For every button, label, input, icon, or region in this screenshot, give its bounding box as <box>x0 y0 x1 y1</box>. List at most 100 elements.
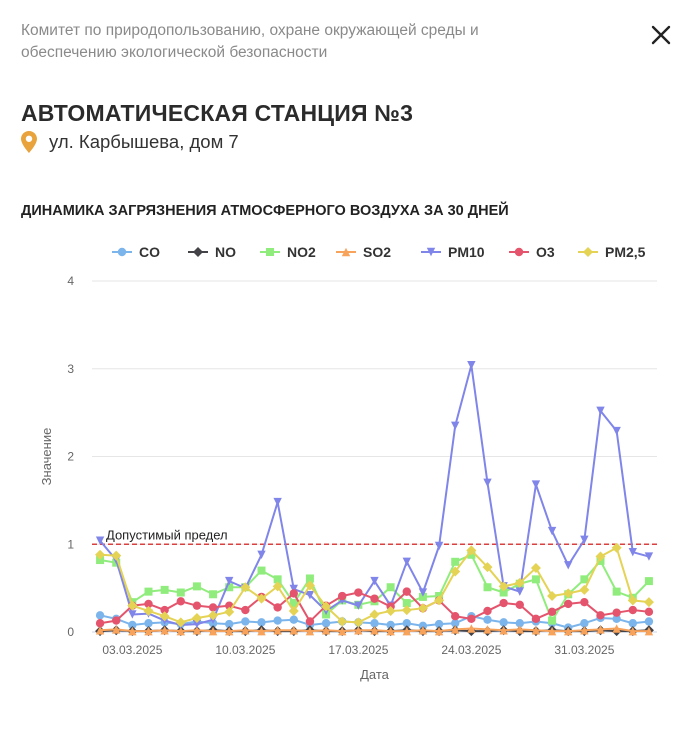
data-point-pm25 <box>143 605 154 616</box>
data-point-no2 <box>289 599 298 608</box>
data-point-pm25 <box>514 577 525 588</box>
data-point-pm10 <box>434 541 444 551</box>
legend-item-so2[interactable]: SO2 <box>336 244 391 260</box>
data-point-pm25 <box>401 605 412 616</box>
data-point-o3 <box>580 597 589 607</box>
data-point-so2 <box>128 626 137 636</box>
data-point-pm10 <box>483 478 492 488</box>
legend-item-o3[interactable]: O3 <box>509 244 555 260</box>
data-point-so2 <box>370 626 379 635</box>
data-point-no2 <box>96 556 105 565</box>
data-point-pm10 <box>596 406 605 416</box>
data-point-pm25 <box>595 551 606 562</box>
data-point-so2 <box>483 625 492 634</box>
data-point-so2 <box>386 626 395 636</box>
data-point-pm25 <box>337 616 348 627</box>
data-point-o3 <box>338 591 347 601</box>
data-point-pm25 <box>627 595 638 606</box>
data-point-so2 <box>257 626 266 636</box>
data-point-so2 <box>112 625 121 634</box>
x-axis-title: Дата <box>360 667 390 682</box>
data-point-so2 <box>467 624 476 633</box>
data-point-o3 <box>176 597 185 606</box>
data-point-co <box>257 618 266 627</box>
data-point-so2 <box>402 626 411 636</box>
data-point-pm10 <box>305 590 315 600</box>
legend-label: O3 <box>536 244 555 260</box>
data-point-no2 <box>273 575 282 584</box>
data-point-pm25 <box>224 606 235 617</box>
data-point-o3 <box>628 605 637 615</box>
data-point-co <box>644 617 654 626</box>
data-point-o3 <box>289 589 298 598</box>
data-point-pm25 <box>369 609 380 620</box>
data-point-o3 <box>305 617 315 626</box>
data-point-pm10 <box>547 526 557 536</box>
data-point-no2 <box>144 587 153 596</box>
data-point-pm25 <box>208 610 219 621</box>
data-point-co <box>321 619 331 628</box>
data-point-o3 <box>273 603 282 612</box>
data-point-pm25 <box>547 591 558 602</box>
data-point-pm25 <box>643 597 654 608</box>
data-point-co <box>370 619 379 628</box>
legend-item-co[interactable]: CO <box>112 244 160 260</box>
legend-marker <box>583 247 593 257</box>
data-point-pm25 <box>175 617 186 628</box>
data-point-pm10 <box>370 576 379 586</box>
legend-item-pm25[interactable]: PM2,5 <box>578 244 646 260</box>
data-point-co <box>241 617 250 626</box>
data-point-so2 <box>628 626 637 636</box>
data-point-no2 <box>386 583 395 592</box>
data-point-pm25 <box>321 601 332 612</box>
legend-item-pm10[interactable]: PM10 <box>421 244 485 260</box>
legend-item-no[interactable]: NO <box>188 244 236 260</box>
data-point-so2 <box>418 626 428 635</box>
data-point-pm25 <box>579 584 590 595</box>
data-point-o3 <box>354 588 363 597</box>
data-point-pm10 <box>354 601 363 610</box>
data-point-pm10 <box>628 547 637 557</box>
data-point-pm10 <box>225 576 234 586</box>
data-point-co <box>612 614 621 624</box>
data-point-o3 <box>612 608 621 617</box>
data-point-co <box>628 619 637 628</box>
data-point-so2 <box>176 626 185 636</box>
data-point-o3 <box>515 600 524 609</box>
address-text: ул. Карбышева, дом 7 <box>49 131 239 152</box>
data-point-o3 <box>112 616 121 625</box>
x-tick-label: 17.03.2025 <box>328 643 388 657</box>
data-point-co <box>225 619 234 629</box>
data-point-so2 <box>144 626 153 636</box>
data-point-so2 <box>160 626 169 635</box>
data-point-pm25 <box>434 595 445 606</box>
legend-label: PM2,5 <box>605 244 646 260</box>
legend-marker <box>426 247 436 257</box>
data-point-no2 <box>612 587 621 596</box>
data-point-co <box>95 611 105 620</box>
data-point-pm25 <box>498 581 509 592</box>
x-tick-label: 03.03.2025 <box>102 643 162 657</box>
data-point-pm10 <box>273 497 282 507</box>
data-point-pm25 <box>466 545 477 556</box>
data-point-no2 <box>499 588 508 597</box>
series-line-pm10 <box>99 364 650 626</box>
close-icon[interactable] <box>648 22 674 48</box>
data-point-co <box>128 620 137 630</box>
data-point-co <box>580 619 589 628</box>
data-point-no2 <box>644 577 653 586</box>
data-point-o3 <box>596 611 605 620</box>
data-point-co <box>451 619 460 628</box>
data-point-no2 <box>160 585 169 594</box>
data-point-o3 <box>547 607 557 617</box>
data-point-pm10 <box>257 550 266 559</box>
data-point-co <box>483 615 492 624</box>
legend-item-no2[interactable]: NO2 <box>260 244 316 260</box>
data-point-so2 <box>273 626 282 635</box>
data-point-o3 <box>241 605 250 615</box>
data-point-pm10 <box>402 557 411 566</box>
data-point-so2 <box>499 626 508 635</box>
legend-label: SO2 <box>363 244 391 260</box>
legend-marker <box>193 247 203 257</box>
data-point-so2 <box>547 626 557 636</box>
